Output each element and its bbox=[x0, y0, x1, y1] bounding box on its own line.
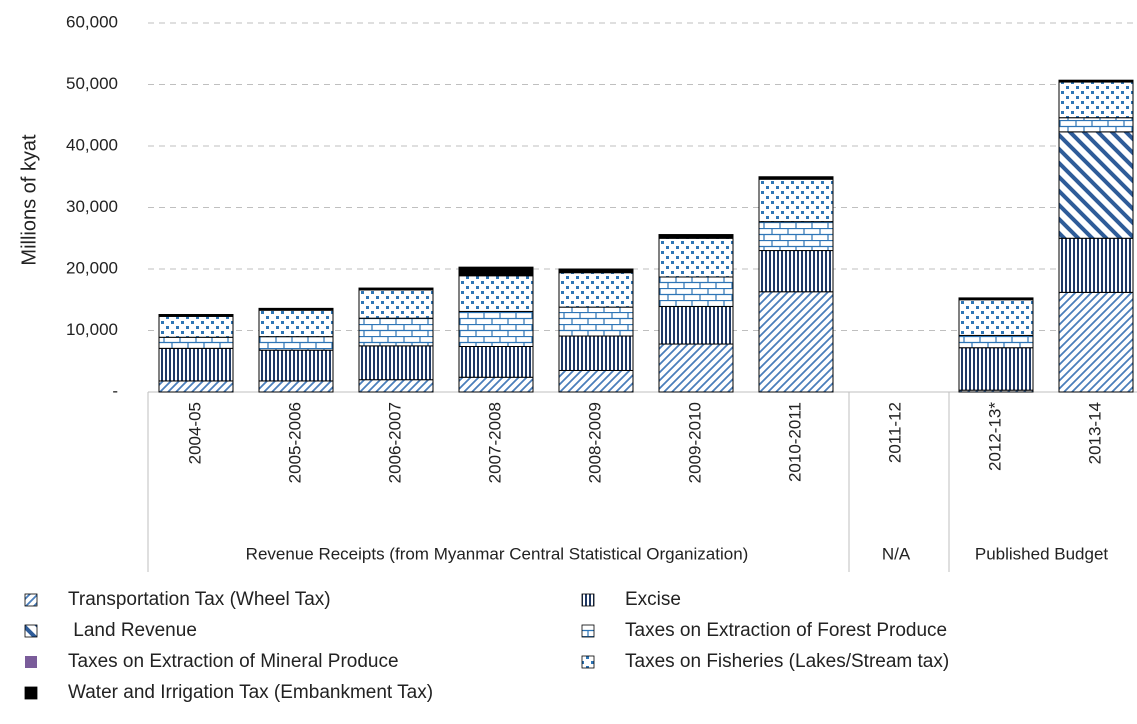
y-tick-label: 20,000 bbox=[66, 258, 118, 277]
bar-segment bbox=[258, 380, 334, 393]
bar-segment bbox=[1058, 79, 1134, 83]
bar-segment bbox=[1058, 81, 1134, 119]
bar-segment bbox=[758, 176, 834, 180]
legend-label: Excise bbox=[625, 589, 681, 610]
y-tick-label: 10,000 bbox=[66, 320, 118, 339]
y-tick-label: 30,000 bbox=[66, 197, 118, 216]
legend-swatch bbox=[581, 624, 595, 638]
bar-segment bbox=[258, 349, 334, 382]
x-tick-label: 2011-12 bbox=[885, 402, 904, 463]
legend-label: Taxes on Extraction of Forest Produce bbox=[625, 620, 947, 641]
bar-segment bbox=[1058, 117, 1134, 133]
legend-swatch bbox=[24, 593, 38, 607]
bar-segment bbox=[558, 369, 634, 393]
group-label: Published Budget bbox=[975, 544, 1109, 563]
bar-segment bbox=[558, 306, 634, 337]
bar-segment bbox=[1058, 237, 1134, 293]
bar-segment bbox=[158, 336, 234, 349]
bar-segment bbox=[158, 315, 234, 338]
x-tick-label: 2010-2011 bbox=[785, 402, 804, 482]
bar-segment bbox=[658, 343, 734, 393]
x-tick-label: 2012-13* bbox=[985, 402, 1004, 471]
legend-label: Land Revenue bbox=[68, 620, 197, 641]
bar-segment bbox=[658, 276, 734, 308]
bar-segment bbox=[558, 272, 634, 308]
bar-segment bbox=[758, 178, 834, 223]
bar-segment bbox=[158, 314, 234, 317]
legend-label: Transportation Tax (Wheel Tax) bbox=[68, 589, 331, 610]
bar-segment bbox=[958, 299, 1034, 336]
bar-segment bbox=[158, 380, 234, 393]
legend-swatch bbox=[24, 624, 38, 638]
bar-segment bbox=[158, 347, 234, 382]
bar-segment bbox=[358, 317, 434, 347]
y-tick-label: 40,000 bbox=[66, 135, 118, 154]
group-label: Revenue Receipts (from Myanmar Central S… bbox=[246, 544, 749, 563]
bar-segment bbox=[358, 345, 434, 381]
y-tick-label: 60,000 bbox=[66, 12, 118, 31]
bar-segment bbox=[758, 250, 834, 293]
bar-segment bbox=[258, 309, 334, 338]
bar-segment bbox=[558, 335, 634, 371]
x-tick-label: 2013-14 bbox=[1085, 402, 1104, 464]
bar-segment bbox=[458, 266, 534, 277]
bar-segment bbox=[958, 297, 1034, 301]
bar-segment bbox=[658, 306, 734, 345]
legend-label: Water and Irrigation Tax (Embankment Tax… bbox=[68, 682, 433, 703]
legend-swatch bbox=[25, 656, 37, 668]
x-tick-label: 2008-2009 bbox=[585, 402, 604, 483]
group-label: N/A bbox=[882, 544, 911, 563]
bar-segment bbox=[658, 237, 734, 278]
bar-segment bbox=[458, 310, 534, 347]
x-tick-label: 2006-2007 bbox=[385, 402, 404, 483]
legend-label: Taxes on Fisheries (Lakes/Stream tax) bbox=[625, 651, 949, 672]
bar-segment bbox=[758, 221, 834, 252]
bar-segment bbox=[958, 347, 1034, 391]
x-tick-label: 2007-2008 bbox=[485, 402, 504, 483]
bar-segment bbox=[358, 287, 434, 291]
bar-segment bbox=[358, 379, 434, 393]
bar-segment bbox=[758, 291, 834, 393]
y-tick-label: - bbox=[112, 381, 118, 400]
x-tick-label: 2004-05 bbox=[185, 402, 204, 464]
legend-label: Taxes on Extraction of Mineral Produce bbox=[68, 651, 399, 672]
bar-segment bbox=[558, 268, 634, 274]
bar-segment bbox=[458, 345, 534, 378]
bar-segment bbox=[258, 336, 334, 351]
legend-swatch bbox=[581, 593, 595, 607]
bar-segment bbox=[458, 376, 534, 393]
bar-segment bbox=[958, 334, 1034, 349]
y-tick-label: 50,000 bbox=[66, 74, 118, 93]
legend-swatch bbox=[581, 655, 595, 669]
x-tick-label: 2005-2006 bbox=[285, 402, 304, 483]
x-tick-label: 2009-2010 bbox=[685, 402, 704, 483]
bar-segment bbox=[1058, 291, 1134, 393]
bar-segment bbox=[658, 234, 734, 239]
legend-swatch bbox=[24, 686, 38, 700]
bar-segment bbox=[258, 307, 334, 311]
bar-segment bbox=[458, 275, 534, 312]
bar-segment bbox=[358, 289, 434, 319]
bar-segment bbox=[1058, 131, 1134, 239]
y-axis-label: Millions of kyat bbox=[18, 134, 40, 266]
